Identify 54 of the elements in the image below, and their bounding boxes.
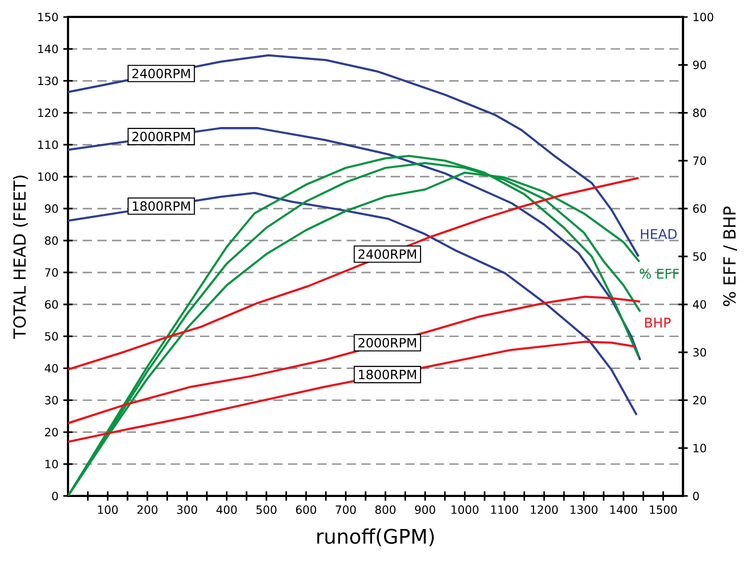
y2-tick-label: 100 — [694, 12, 714, 22]
x-tick-label: 800 — [375, 505, 396, 514]
y-tick-label: 70 — [45, 268, 58, 277]
y2-tick-label: 90 — [693, 60, 706, 70]
x-tick-label: 600 — [296, 505, 316, 514]
annotation: HEAD — [640, 229, 677, 239]
y2-tick-label: 70 — [693, 156, 706, 165]
x-tick-label: 300 — [177, 505, 198, 514]
y-tick-label: 120 — [38, 108, 58, 118]
y2-tick-label: 0 — [693, 492, 699, 500]
y-tick-label: 100 — [38, 172, 58, 181]
x-tick-label: 200 — [137, 505, 158, 514]
y-tick-label: 60 — [45, 300, 58, 309]
x-axis-title: runoff(GPM) — [317, 528, 434, 546]
y2-tick-label: 80 — [693, 108, 706, 118]
y-tick-label: 50 — [45, 332, 58, 341]
annotation: BHP — [645, 318, 671, 328]
x-tick-label: 1300 — [570, 505, 598, 514]
y-tick-label: 30 — [45, 396, 58, 404]
x-tick-label: 700 — [336, 505, 356, 514]
y-tick-label: 130 — [38, 76, 58, 86]
y-tick-label: 10 — [45, 460, 58, 468]
y-tick-label: 90 — [44, 204, 58, 213]
y-tick-label: 140 — [38, 44, 58, 54]
annotation: 2000RPM — [358, 338, 416, 348]
annotation: 1800RPM — [359, 370, 416, 380]
y2-tick-label: 10 — [694, 444, 706, 452]
y-tick-label: 0 — [52, 492, 58, 500]
annotation: 1800RPM — [132, 201, 190, 211]
x-tick-label: 1400 — [610, 505, 638, 514]
x-tick-label: 400 — [216, 505, 237, 514]
y2-tick-label: 20 — [693, 396, 706, 404]
annotation: % EFF — [640, 268, 679, 279]
annotation: 2000RPM — [132, 132, 190, 142]
x-tick-label: 500 — [256, 505, 276, 514]
x-tick-label: 1500 — [650, 505, 677, 514]
x-tick-label: 1000 — [452, 505, 478, 514]
y2-tick-label: 60 — [693, 204, 706, 213]
y-tick-label: 20 — [45, 428, 58, 436]
y2-tick-label: 40 — [692, 300, 706, 309]
y2-axis-title: % EFF / BHP — [723, 206, 738, 306]
x-tick-label: 1100 — [491, 505, 518, 514]
y2-tick-label: 50 — [693, 252, 706, 261]
y-tick-label: 80 — [44, 236, 58, 245]
x-tick-label: 1200 — [530, 505, 558, 514]
x-tick-label: 100 — [98, 505, 118, 514]
annotation: 2400RPM — [132, 68, 190, 78]
y-tick-label: 110 — [38, 140, 58, 150]
annotation: 2400RPM — [358, 249, 416, 259]
y-tick-label: 150 — [38, 12, 58, 22]
y-axis-title: TOTAL HEAD (FEET) — [12, 176, 28, 339]
y-tick-label: 40 — [44, 364, 58, 373]
x-tick-label: 900 — [414, 505, 436, 514]
y2-tick-label: 30 — [693, 348, 706, 357]
